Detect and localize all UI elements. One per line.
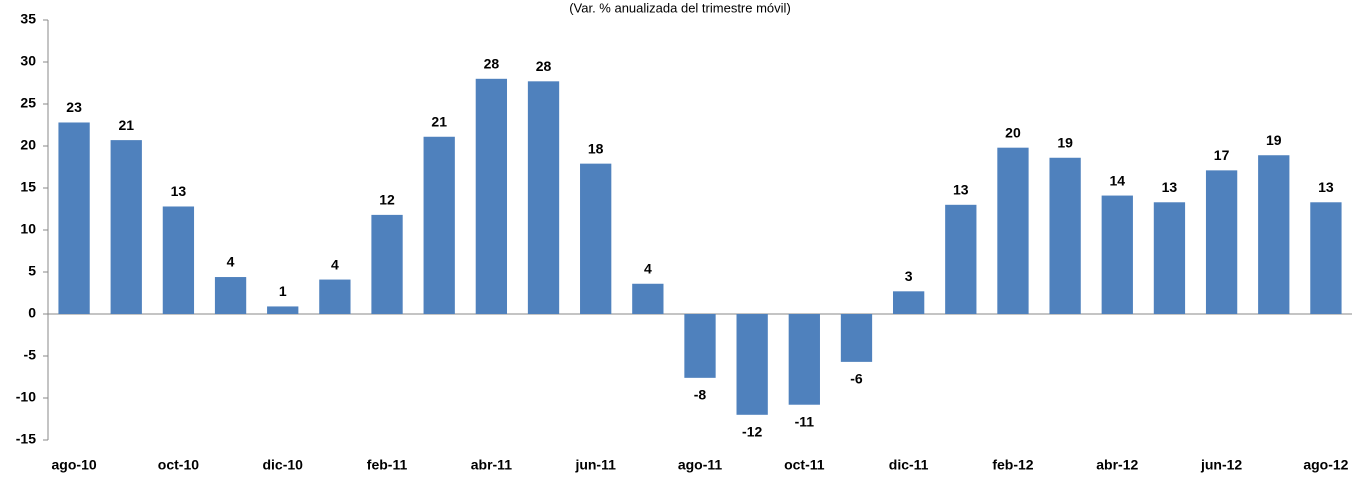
bar	[1258, 155, 1290, 314]
chart-subtitle: (Var. % anualizada del trimestre móvil)	[569, 0, 791, 15]
value-label: 20	[1005, 124, 1021, 140]
bar	[475, 78, 508, 314]
bar	[997, 147, 1029, 314]
value-label: 19	[1057, 134, 1073, 150]
value-label: 13	[171, 183, 187, 199]
x-tick-label: abr-11	[471, 457, 512, 473]
bar	[214, 277, 247, 314]
x-tick-label: ago-11	[678, 457, 723, 473]
value-label: -6	[850, 371, 863, 387]
x-tick-label: jun-12	[1200, 457, 1242, 473]
value-label: 4	[331, 256, 339, 272]
x-tick-label: feb-12	[992, 457, 1033, 473]
value-label: 21	[118, 117, 134, 133]
y-tick-label: 30	[20, 53, 36, 69]
value-label: 1	[279, 283, 287, 299]
value-label: 13	[1162, 179, 1178, 195]
bar	[1310, 202, 1342, 314]
bar	[319, 279, 351, 314]
value-label: 23	[66, 99, 82, 115]
y-tick-label: 25	[20, 95, 36, 111]
y-tick-label: -10	[16, 389, 36, 405]
value-label: 13	[953, 182, 969, 198]
bar	[58, 122, 90, 314]
x-tick-label: abr-12	[1096, 457, 1138, 473]
bar	[1153, 202, 1186, 314]
value-label: 21	[431, 113, 447, 129]
value-label: 17	[1214, 147, 1230, 163]
bar	[1101, 195, 1133, 314]
value-label: -11	[795, 413, 815, 429]
x-tick-label: ago-12	[1303, 457, 1348, 473]
value-label: 28	[484, 56, 500, 72]
value-label: 3	[905, 268, 913, 284]
value-label: 14	[1109, 172, 1125, 188]
value-label: 4	[227, 254, 235, 270]
y-tick-label: 5	[28, 263, 36, 279]
bar	[580, 163, 612, 314]
bar	[267, 306, 299, 314]
y-tick-label: 0	[28, 305, 36, 321]
value-label: 12	[379, 192, 395, 208]
x-tick-label: feb-11	[367, 457, 408, 473]
x-tick-label: ago-10	[52, 457, 97, 473]
x-tick-label: dic-10	[262, 457, 303, 473]
y-tick-label: 10	[20, 221, 36, 237]
x-tick-label: oct-11	[784, 457, 825, 473]
bar	[527, 81, 560, 314]
y-tick-label: -15	[16, 431, 36, 447]
value-label: 19	[1266, 132, 1282, 148]
bar	[632, 283, 664, 314]
value-label: 13	[1318, 179, 1334, 195]
y-tick-label: 20	[20, 137, 36, 153]
value-label: -12	[742, 424, 762, 440]
value-label: 18	[588, 140, 604, 156]
y-tick-label: -5	[24, 347, 37, 363]
x-tick-label: jun-11	[574, 457, 616, 473]
bar	[1049, 157, 1081, 314]
value-label: 28	[536, 58, 552, 74]
value-label: 4	[644, 260, 652, 276]
value-label: -8	[694, 387, 707, 403]
bar	[892, 291, 925, 314]
bar	[736, 314, 768, 415]
y-tick-label: 35	[20, 11, 36, 27]
x-tick-label: dic-11	[889, 457, 929, 473]
y-tick-label: 15	[20, 179, 36, 195]
bar	[371, 214, 403, 314]
bar	[840, 314, 873, 362]
bar	[162, 206, 195, 314]
bar	[423, 136, 455, 314]
x-tick-label: oct-10	[158, 457, 199, 473]
bar	[1205, 170, 1238, 314]
bar	[945, 204, 977, 314]
bar	[788, 314, 820, 405]
bar	[110, 140, 142, 314]
bar	[684, 314, 716, 378]
